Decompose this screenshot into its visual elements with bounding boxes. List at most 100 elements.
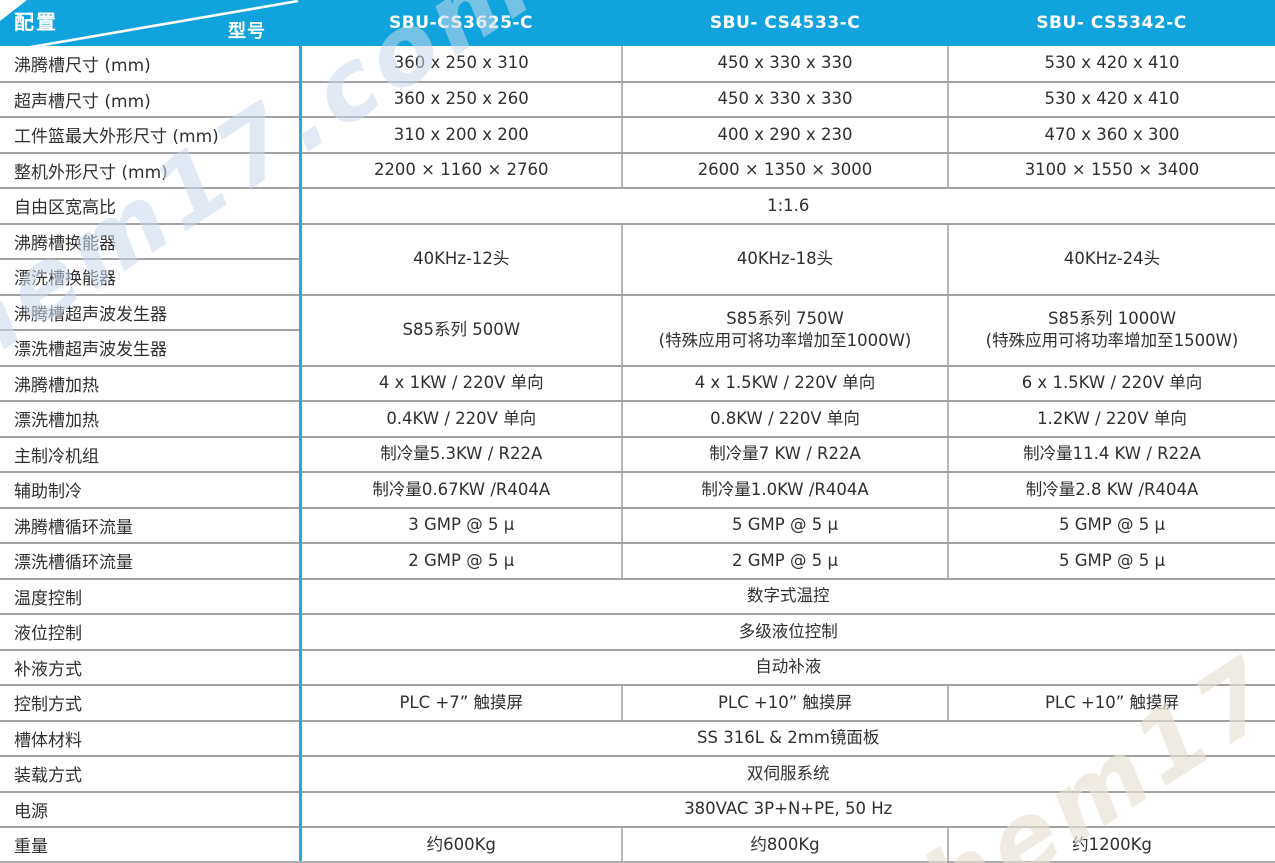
spec-value: 360 x 250 x 310 xyxy=(300,46,622,83)
spec-label: 整机外形尺寸 (mm) xyxy=(0,152,302,189)
table-row: 槽体材料 SS 316L & 2mm镜面板 xyxy=(0,720,1275,757)
spec-value: 5 GMP @ 5 μ xyxy=(947,543,1275,580)
spec-label: 装载方式 xyxy=(0,756,302,793)
spec-value: S85系列 750W (特殊应用可将功率增加至1000W) xyxy=(621,294,948,367)
table-row: 控制方式 PLC +7” 触摸屏 PLC +10” 触摸屏 PLC +10” 触… xyxy=(0,685,1275,722)
spec-value: 2 GMP @ 5 μ xyxy=(300,543,622,580)
spec-value: 制冷量7 KW / R22A xyxy=(621,436,948,473)
spec-label: 控制方式 xyxy=(0,685,302,722)
spec-value: 40KHz-24头 xyxy=(947,223,1275,296)
spec-value: 约1200Kg xyxy=(947,827,1275,863)
spec-value: 约800Kg xyxy=(621,827,948,863)
table-row: 自由区宽高比 1:1.6 xyxy=(0,188,1275,225)
spec-label: 漂洗槽超声波发生器 xyxy=(0,330,302,367)
table-row: 超声槽尺寸 (mm) 360 x 250 x 260 450 x 330 x 3… xyxy=(0,81,1275,118)
spec-value: 3100 × 1550 × 3400 xyxy=(947,152,1275,189)
spec-value: 4 x 1.5KW / 220V 单向 xyxy=(621,365,948,402)
spec-value: 470 x 360 x 300 xyxy=(947,117,1275,154)
table-row: 沸腾槽尺寸 (mm) 360 x 250 x 310 450 x 330 x 3… xyxy=(0,46,1275,83)
table-row: 重量 约600Kg 约800Kg 约1200Kg xyxy=(0,827,1275,863)
model-header-1: SBU- CS4533-C xyxy=(622,0,948,46)
spec-value-span: 380VAC 3P+N+PE, 50 Hz xyxy=(300,791,1275,828)
table-row: 整机外形尺寸 (mm) 2200 × 1160 × 2760 2600 × 13… xyxy=(0,152,1275,189)
spec-label: 沸腾槽换能器 xyxy=(0,223,302,260)
spec-value: 530 x 420 x 410 xyxy=(947,46,1275,83)
spec-value: S85系列 500W xyxy=(300,294,622,367)
spec-value-span: 1:1.6 xyxy=(300,188,1275,225)
spec-value: S85系列 1000W (特殊应用可将功率增加至1500W) xyxy=(947,294,1275,367)
spec-label: 工件篮最大外形尺寸 (mm) xyxy=(0,117,302,154)
spec-label: 辅助制冷 xyxy=(0,472,302,509)
spec-value: 400 x 290 x 230 xyxy=(621,117,948,154)
spec-value: PLC +10” 触摸屏 xyxy=(621,685,948,722)
spec-value: 360 x 250 x 260 xyxy=(300,81,622,118)
spec-value: 0.4KW / 220V 单向 xyxy=(300,401,622,438)
spec-value: 3 GMP @ 5 μ xyxy=(300,507,622,544)
table-row: 漂洗槽超声波发生器 xyxy=(0,330,1275,367)
spec-value-span: 自动补液 xyxy=(300,649,1275,686)
spec-value-span: 双伺服系统 xyxy=(300,756,1275,793)
spec-label: 超声槽尺寸 (mm) xyxy=(0,81,302,118)
spec-value: 5 GMP @ 5 μ xyxy=(947,507,1275,544)
spec-value: 40KHz-12头 xyxy=(300,223,622,296)
spec-value: 530 x 420 x 410 xyxy=(947,81,1275,118)
spec-value: PLC +10” 触摸屏 xyxy=(947,685,1275,722)
spec-value: 制冷量11.4 KW / R22A xyxy=(947,436,1275,473)
spec-value: 40KHz-18头 xyxy=(621,223,948,296)
corner-label-config: 配置 xyxy=(14,10,58,34)
spec-value: 制冷量0.67KW /R404A xyxy=(300,472,622,509)
spec-value: 2 GMP @ 5 μ xyxy=(621,543,948,580)
table-row: 沸腾槽循环流量 3 GMP @ 5 μ 5 GMP @ 5 μ 5 GMP @ … xyxy=(0,507,1275,544)
spec-label: 电源 xyxy=(0,791,302,828)
spec-label: 沸腾槽尺寸 (mm) xyxy=(0,46,302,83)
spec-label: 漂洗槽换能器 xyxy=(0,259,302,296)
table-row: 液位控制 多级液位控制 xyxy=(0,614,1275,651)
table-row: 主制冷机组 制冷量5.3KW / R22A 制冷量7 KW / R22A 制冷量… xyxy=(0,436,1275,473)
header-row: 配置 型号 SBU-CS3625-C SBU- CS4533-C SBU- CS… xyxy=(0,0,1275,46)
table-row: 漂洗槽换能器 xyxy=(0,259,1275,296)
table-row: 补液方式 自动补液 xyxy=(0,649,1275,686)
table-corner: 配置 型号 xyxy=(0,0,300,46)
spec-value: 制冷量1.0KW /R404A xyxy=(621,472,948,509)
corner-label-model: 型号 xyxy=(228,21,266,42)
model-header-2: SBU- CS5342-C xyxy=(948,0,1275,46)
table-row: 辅助制冷 制冷量0.67KW /R404A 制冷量1.0KW /R404A 制冷… xyxy=(0,472,1275,509)
spec-value: 450 x 330 x 330 xyxy=(621,81,948,118)
spec-value: 2600 × 1350 × 3000 xyxy=(621,152,948,189)
spec-value: 2200 × 1160 × 2760 xyxy=(300,152,622,189)
spec-label: 液位控制 xyxy=(0,614,302,651)
spec-label: 沸腾槽加热 xyxy=(0,365,302,402)
spec-value: 制冷量2.8 KW /R404A xyxy=(947,472,1275,509)
spec-label: 重量 xyxy=(0,827,302,863)
spec-value: 5 GMP @ 5 μ xyxy=(621,507,948,544)
spec-value: 4 x 1KW / 220V 单向 xyxy=(300,365,622,402)
spec-value: PLC +7” 触摸屏 xyxy=(300,685,622,722)
spec-label: 温度控制 xyxy=(0,578,302,615)
table-row: 沸腾槽换能器 40KHz-12头 40KHz-18头 40KHz-24头 xyxy=(0,223,1275,296)
spec-value: 制冷量5.3KW / R22A xyxy=(300,436,622,473)
spec-label: 漂洗槽循环流量 xyxy=(0,543,302,580)
spec-label: 槽体材料 xyxy=(0,720,302,757)
spec-value-span: SS 316L & 2mm镜面板 xyxy=(300,720,1275,757)
spec-value: 450 x 330 x 330 xyxy=(621,46,948,83)
spec-value: 0.8KW / 220V 单向 xyxy=(621,401,948,438)
table-row: 电源 380VAC 3P+N+PE, 50 Hz xyxy=(0,791,1275,828)
spec-label: 补液方式 xyxy=(0,649,302,686)
spec-label: 自由区宽高比 xyxy=(0,188,302,225)
spec-value-span: 多级液位控制 xyxy=(300,614,1275,651)
table-row: 装载方式 双伺服系统 xyxy=(0,756,1275,793)
spec-value: 1.2KW / 220V 单向 xyxy=(947,401,1275,438)
table-row: 温度控制 数字式温控 xyxy=(0,578,1275,615)
spec-label: 沸腾槽超声波发生器 xyxy=(0,294,302,331)
spec-value-span: 数字式温控 xyxy=(300,578,1275,615)
spec-value: 6 x 1.5KW / 220V 单向 xyxy=(947,365,1275,402)
spec-label: 沸腾槽循环流量 xyxy=(0,507,302,544)
spec-label: 主制冷机组 xyxy=(0,436,302,473)
table-row: 沸腾槽超声波发生器 S85系列 500W S85系列 750W (特殊应用可将功… xyxy=(0,294,1275,367)
spec-value: 约600Kg xyxy=(300,827,622,863)
spec-value: 310 x 200 x 200 xyxy=(300,117,622,154)
table-row: 漂洗槽加热 0.4KW / 220V 单向 0.8KW / 220V 单向 1.… xyxy=(0,401,1275,438)
table-row: 漂洗槽循环流量 2 GMP @ 5 μ 2 GMP @ 5 μ 5 GMP @ … xyxy=(0,543,1275,580)
spec-label: 漂洗槽加热 xyxy=(0,401,302,438)
